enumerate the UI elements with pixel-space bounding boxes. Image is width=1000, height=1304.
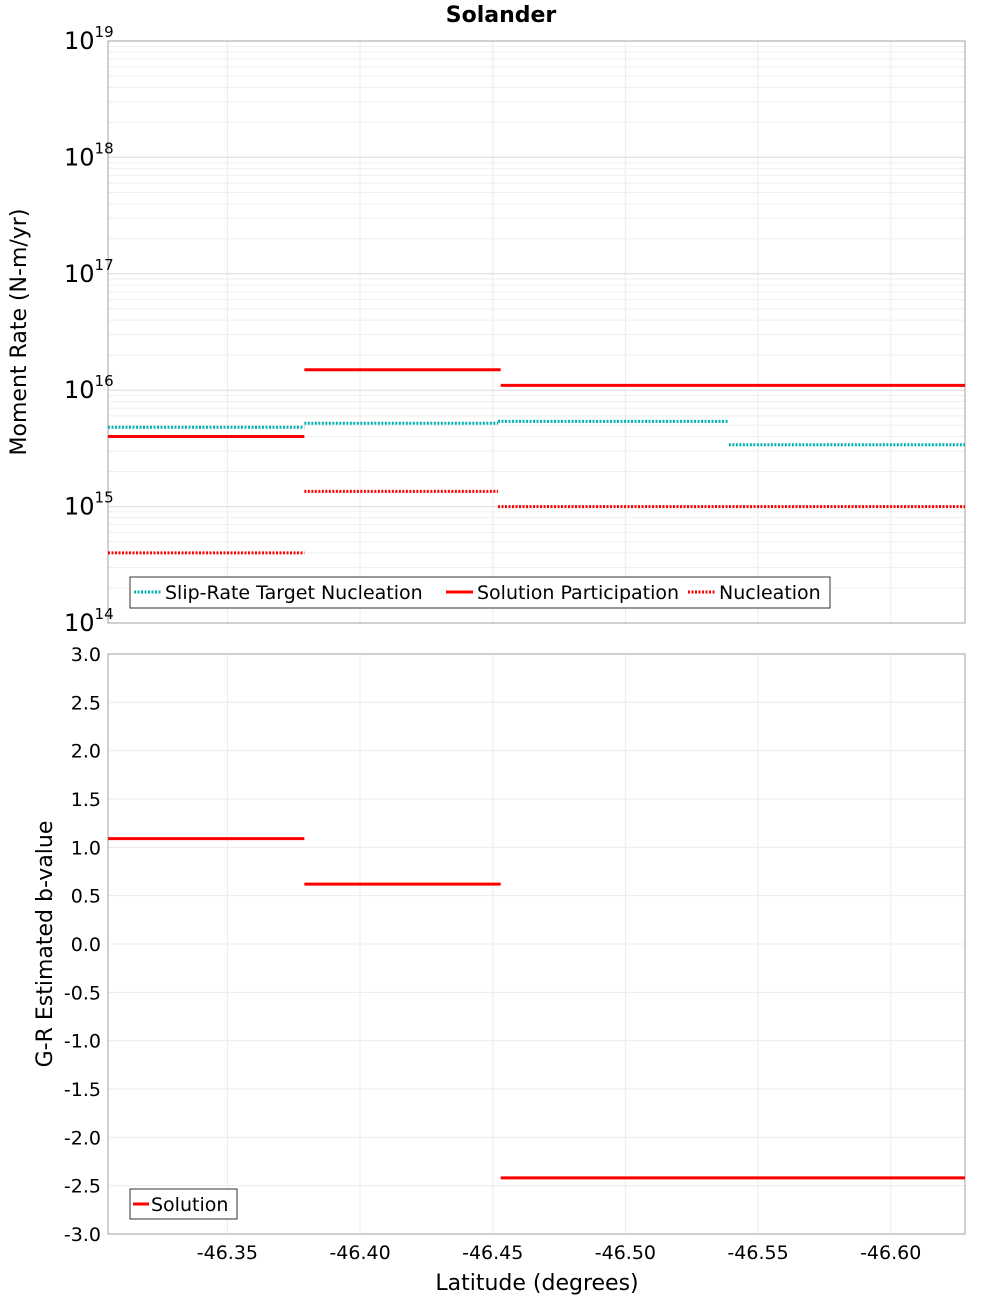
tick-base: 10	[64, 609, 95, 637]
top-y-tick-label: 1017	[64, 256, 114, 288]
tick-base: 10	[64, 493, 95, 521]
legend-label: Nucleation	[719, 582, 821, 604]
bottom-y-tick-label: 2.0	[71, 741, 101, 763]
tick-exponent: 18	[95, 139, 114, 157]
bottom-y-tick-label: 3.0	[71, 644, 101, 666]
bottom-y-tick-label: -2.5	[64, 1176, 101, 1198]
top-plot-frame	[107, 40, 966, 624]
tick-base: 10	[64, 260, 95, 288]
x-tick-label: -46.50	[595, 1242, 656, 1264]
bottom-y-tick-label: -2.0	[64, 1127, 101, 1149]
top-series	[108, 368, 965, 555]
tick-base: 10	[64, 27, 95, 55]
legend-label: Solution Participation	[477, 582, 679, 604]
bottom-series	[108, 837, 965, 1180]
chart-title: Solander	[446, 3, 557, 28]
bottom-y-tick-label: 2.5	[71, 692, 101, 714]
tick-exponent: 19	[95, 23, 114, 41]
x-tick-label: -46.45	[462, 1242, 523, 1264]
tick-exponent: 17	[95, 256, 114, 274]
top-y-tick-label: 1018	[64, 139, 114, 171]
bottom-y-tick-label: -0.5	[64, 982, 101, 1004]
top-legend: Slip-Rate Target Nucleation Solution Part…	[129, 576, 831, 609]
top-grid	[108, 41, 965, 624]
legend-label: Slip-Rate Target Nucleation	[165, 582, 423, 604]
bottom-x-ticks: -46.35 -46.40 -46.45 -46.50 -46.55 -46.60	[197, 1242, 922, 1264]
tick-exponent: 16	[95, 372, 114, 390]
bottom-y-tick-label: 1.5	[71, 789, 101, 811]
top-y-tick-label: 1019	[64, 23, 114, 55]
x-tick-label: -46.40	[329, 1242, 390, 1264]
bottom-legend: Solution	[129, 1188, 238, 1220]
x-tick-label: -46.60	[860, 1242, 921, 1264]
bottom-y-tick-label: 0.5	[71, 886, 101, 908]
bottom-y-tick-label: -1.5	[64, 1079, 101, 1101]
bottom-y-axis-label: G-R Estimated b-value	[33, 821, 58, 1068]
x-axis-label: Latitude (degrees)	[435, 1271, 638, 1296]
x-tick-label: -46.35	[197, 1242, 258, 1264]
bottom-plot-frame	[107, 653, 966, 1235]
bottom-y-tick-label: 0.0	[71, 934, 101, 956]
top-y-tick-label: 1016	[64, 372, 114, 404]
bottom-y-tick-label: 1.0	[71, 837, 101, 859]
tick-base: 10	[64, 143, 95, 171]
bottom-legend-box	[129, 1188, 238, 1220]
top-y-tick-label: 1014	[64, 605, 114, 637]
tick-base: 10	[64, 376, 95, 404]
tick-exponent: 14	[95, 605, 114, 623]
top-y-axis-label: Moment Rate (N-m/yr)	[7, 209, 32, 456]
legend-label: Solution	[151, 1194, 228, 1216]
bottom-grid	[108, 653, 965, 1235]
tick-exponent: 15	[95, 489, 114, 507]
top-y-tick-label: 1015	[64, 489, 114, 521]
bottom-y-ticks: 3.0 2.5 2.0 1.5 1.0 0.5 0.0 -0.5 -1.0 -1.5 -2.0 -2.…	[64, 644, 101, 1246]
bottom-y-tick-label: -1.0	[64, 1031, 101, 1053]
x-tick-label: -46.55	[727, 1242, 788, 1264]
bottom-y-tick-label: -3.0	[64, 1224, 101, 1246]
